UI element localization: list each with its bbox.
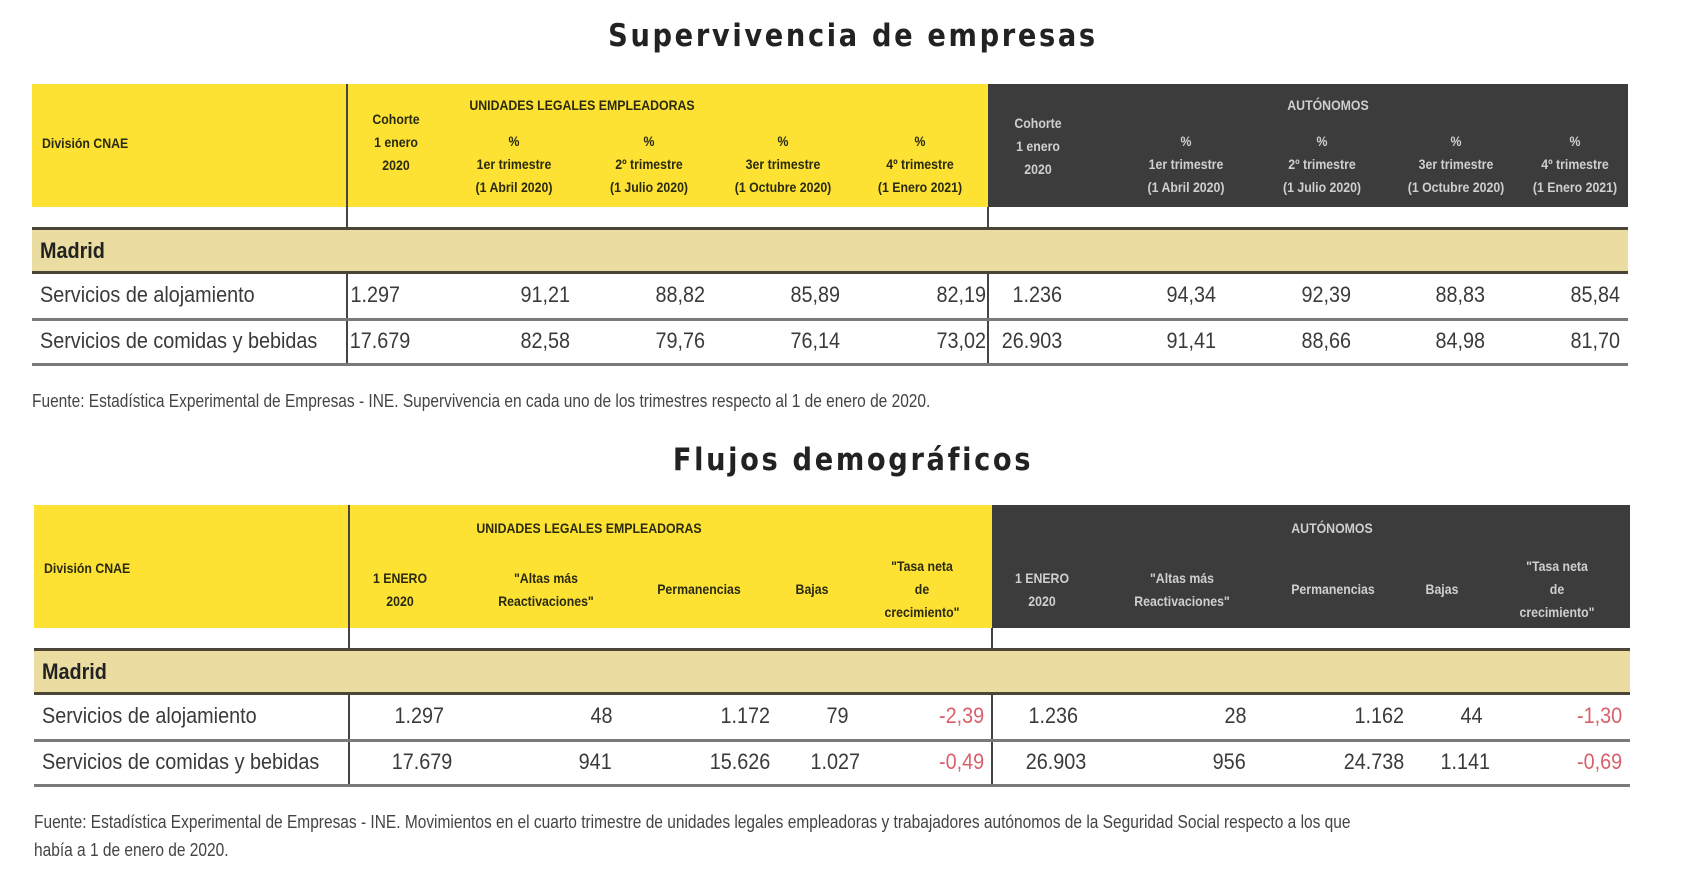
q2-self-value: 88,66 xyxy=(1301,328,1351,353)
permanencias-self-value: 1.162 xyxy=(1354,703,1404,728)
flows-source-note: Fuente: Estadística Experimental de Empr… xyxy=(34,808,1351,864)
flows-note-line1: Fuente: Estadística Experimental de Empr… xyxy=(34,812,1351,832)
header-jan2020-self: 1 ENERO 2020 xyxy=(1014,570,1070,609)
row-label: Servicios de alojamiento xyxy=(40,282,255,307)
cohort-value: 1.297 xyxy=(350,282,400,307)
header-jan2020: 1 ENERO 2020 xyxy=(372,570,428,609)
q2-self-value: 92,39 xyxy=(1301,282,1351,307)
header-q2: % 2º trimestre (1 Julio 2020) xyxy=(609,133,689,195)
survival-header-self-employed: AUTÓNOMOS Cohorte 1 enero 2020 % 1er trimes… xyxy=(988,84,1628,207)
altas-self-value: 956 xyxy=(1212,749,1246,774)
q3-self-value: 84,98 xyxy=(1435,328,1485,353)
header-q3-self: % 3er trimestre (1 Octubre 2020) xyxy=(1407,133,1505,195)
permanencias-value: 1.172 xyxy=(720,703,770,728)
q4-value: 82,19 xyxy=(936,282,986,307)
tasa-neta-value: -2,39 xyxy=(938,703,984,728)
flows-title: Flujos demográficos xyxy=(672,442,1034,478)
header-q3: % 3er trimestre (1 Octubre 2020) xyxy=(734,133,832,195)
cohort-value: 17.679 xyxy=(349,328,410,353)
region-row: Madrid xyxy=(34,648,1630,695)
survival-header-employers: División CNAE UNIDADES LEGALES EMPLEADOR… xyxy=(32,84,988,207)
header-cohort: Cohorte 1 enero 2020 xyxy=(372,111,420,173)
q4-self-value: 85,84 xyxy=(1570,282,1620,307)
flows-table: División CNAE UNIDADES LEGALES EMPLEADOR… xyxy=(34,505,1630,787)
header-division: División CNAE xyxy=(44,560,131,576)
tasa-neta-self-value: -1,30 xyxy=(1576,703,1622,728)
header-q1-self: % 1er trimestre (1 Abril 2020) xyxy=(1147,133,1225,195)
flows-header-employers: División CNAE UNIDADES LEGALES EMPLEADOR… xyxy=(34,505,992,628)
header-q1: % 1er trimestre (1 Abril 2020) xyxy=(475,133,553,195)
bajas-self-value: 44 xyxy=(1459,703,1482,728)
jan2020-self-value: 26.903 xyxy=(1025,749,1086,774)
bajas-self-value: 1.141 xyxy=(1440,749,1490,774)
q3-value: 85,89 xyxy=(790,282,840,307)
altas-self-value: 28 xyxy=(1223,703,1246,728)
q1-value: 82,58 xyxy=(520,328,570,353)
column-divider xyxy=(346,84,348,366)
row-separator xyxy=(32,363,1628,366)
jan2020-value: 17.679 xyxy=(391,749,452,774)
q4-value: 73,02 xyxy=(936,328,986,353)
bajas-value: 1.027 xyxy=(810,749,860,774)
header-permanencias: Permanencias xyxy=(657,581,741,597)
survival-title: Supervivencia de empresas xyxy=(608,18,1098,54)
header-q4-self: % 4º trimestre (1 Enero 2021) xyxy=(1532,133,1618,195)
row-label: Servicios de comidas y bebidas xyxy=(40,328,318,353)
q2-value: 79,76 xyxy=(655,328,705,353)
q3-self-value: 88,83 xyxy=(1435,282,1485,307)
tasa-neta-value: -0,49 xyxy=(938,749,984,774)
region-row: Madrid xyxy=(32,227,1628,274)
column-divider xyxy=(348,505,350,787)
header-tasa-neta: "Tasa neta de crecimiento" xyxy=(884,558,960,620)
row-label: Servicios de comidas y bebidas xyxy=(42,749,320,774)
header-permanencias-self: Permanencias xyxy=(1291,581,1375,597)
row-separator xyxy=(32,318,1628,321)
row-label: Servicios de alojamiento xyxy=(42,703,257,728)
header-q4: % 4º trimestre (1 Enero 2021) xyxy=(877,133,963,195)
header-division: División CNAE xyxy=(42,135,129,151)
altas-value: 941 xyxy=(578,749,612,774)
column-divider xyxy=(987,207,989,366)
cohort-self-value: 1.236 xyxy=(1012,282,1062,307)
flows-note-line2: había a 1 de enero de 2020. xyxy=(34,840,229,860)
cohort-self-value: 26.903 xyxy=(1001,328,1062,353)
header-bajas-self: Bajas xyxy=(1425,581,1459,597)
q1-value: 91,21 xyxy=(520,282,570,307)
header-cohort-self: Cohorte 1 enero 2020 xyxy=(1014,115,1062,177)
tasa-neta-self-value: -0,69 xyxy=(1576,749,1622,774)
survival-table: División CNAE UNIDADES LEGALES EMPLEADOR… xyxy=(32,84,1628,366)
header-group-self: AUTÓNOMOS xyxy=(1291,520,1373,536)
permanencias-self-value: 24.738 xyxy=(1343,749,1404,774)
region-label: Madrid xyxy=(42,659,107,684)
q3-value: 76,14 xyxy=(790,328,840,353)
header-group-employers: UNIDADES LEGALES EMPLEADORAS xyxy=(469,97,695,113)
q2-value: 88,82 xyxy=(655,282,705,307)
permanencias-value: 15.626 xyxy=(709,749,770,774)
altas-value: 48 xyxy=(589,703,612,728)
survival-source-note: Fuente: Estadística Experimental de Empr… xyxy=(32,391,931,411)
header-altas-self: "Altas más Reactivaciones" xyxy=(1134,570,1230,609)
header-group-employers: UNIDADES LEGALES EMPLEADORAS xyxy=(476,520,702,536)
flows-header-self-employed: AUTÓNOMOS 1 ENERO 2020 "Altas más Reactiva… xyxy=(992,505,1630,628)
header-group-self: AUTÓNOMOS xyxy=(1287,97,1369,113)
header-altas: "Altas más Reactivaciones" xyxy=(498,570,594,609)
jan2020-self-value: 1.236 xyxy=(1028,703,1078,728)
bajas-value: 79 xyxy=(825,703,848,728)
column-divider xyxy=(991,628,993,787)
row-separator xyxy=(34,784,1630,787)
row-separator xyxy=(34,739,1630,742)
region-label: Madrid xyxy=(40,238,105,263)
header-bajas: Bajas xyxy=(795,581,829,597)
q1-self-value: 91,41 xyxy=(1166,328,1216,353)
q4-self-value: 81,70 xyxy=(1570,328,1620,353)
q1-self-value: 94,34 xyxy=(1166,282,1216,307)
header-q2-self: % 2º trimestre (1 Julio 2020) xyxy=(1282,133,1362,195)
header-tasa-neta-self: "Tasa neta de crecimiento" xyxy=(1519,558,1595,620)
jan2020-value: 1.297 xyxy=(394,703,444,728)
